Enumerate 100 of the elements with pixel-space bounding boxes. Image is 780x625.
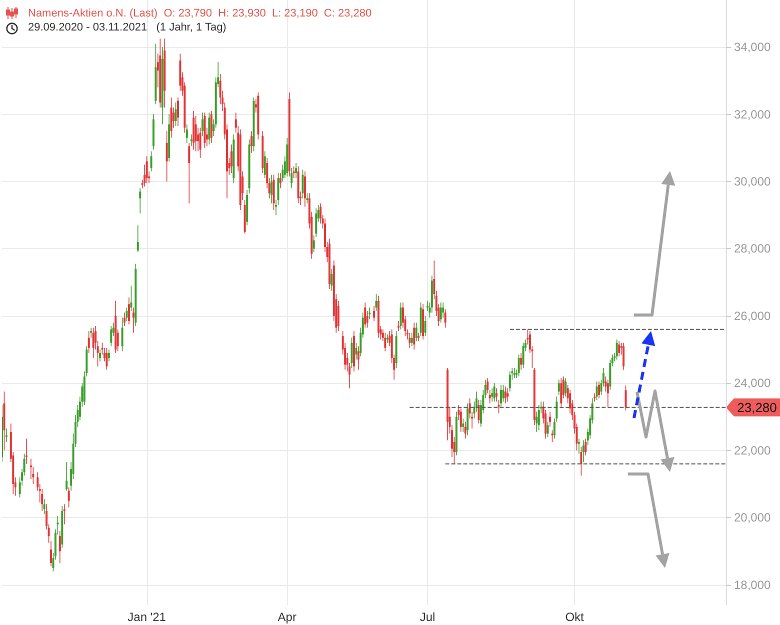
candlestick <box>170 97 172 138</box>
y-tick-label: 34,000 <box>734 40 772 54</box>
candlestick <box>364 302 366 328</box>
candlestick <box>174 102 177 126</box>
candlestick <box>464 421 466 440</box>
candlestick <box>186 124 188 144</box>
candlestick <box>210 110 212 144</box>
candlestick <box>66 462 68 492</box>
x-tick-label: Apr <box>278 610 296 624</box>
candlestick <box>128 297 130 325</box>
candlestick <box>582 440 584 463</box>
candlestick <box>442 302 444 318</box>
candlestick <box>250 130 252 154</box>
candlestick <box>176 97 179 126</box>
candlestick <box>375 294 378 312</box>
candlestick <box>413 322 416 350</box>
candlestick <box>444 308 446 328</box>
candlestick <box>440 302 442 324</box>
candlestick <box>410 332 413 347</box>
candlestick <box>264 150 266 179</box>
y-tick-label: 20,000 <box>734 510 772 525</box>
candlestick <box>132 307 134 334</box>
candlestick <box>504 386 506 404</box>
candlestick <box>5 428 8 442</box>
candlestick <box>598 381 600 399</box>
candlestick <box>63 504 66 525</box>
candlestick <box>110 326 112 347</box>
x-tick-label: Jul <box>420 610 436 624</box>
candlestick <box>92 327 94 358</box>
candlestick <box>622 342 625 370</box>
candlestick <box>460 408 462 432</box>
candlestick <box>350 337 353 368</box>
y-tick-label: 24,000 <box>734 376 772 390</box>
candlestick <box>549 411 552 428</box>
candlestick <box>106 347 108 370</box>
candlestick <box>373 305 376 322</box>
candlestick <box>68 486 70 508</box>
candlestick <box>616 339 618 360</box>
text: 29.09.2020 - 03.11.2021 (1 Jahr, 1 Tag) <box>28 22 226 34</box>
candlestick <box>146 156 148 184</box>
candlestick <box>560 378 562 408</box>
candlestick <box>538 404 540 431</box>
candlestick <box>304 171 306 208</box>
candlestick <box>618 340 620 357</box>
y-tick-label: 26,000 <box>734 308 772 323</box>
candlestick <box>172 107 175 128</box>
candlestick <box>502 384 504 402</box>
candlestick <box>384 332 386 352</box>
candlestick <box>596 381 598 400</box>
x-tick-label: Okt <box>565 610 585 624</box>
candlestick <box>624 385 627 411</box>
candlestick <box>99 349 102 362</box>
text: Namens-Aktien o.N. (Last) O: 23,790 H: 23,930 L: 23,190 C: 23,280 <box>28 8 372 20</box>
candlestick <box>520 352 522 370</box>
candlestick <box>150 150 152 172</box>
candlestick <box>88 330 90 354</box>
candlestick <box>126 307 128 322</box>
candlestick <box>357 346 360 370</box>
candlestick <box>139 188 142 214</box>
candlestick <box>121 317 124 352</box>
candlestick <box>558 379 560 396</box>
candlestick <box>43 498 46 515</box>
candlestick <box>230 144 232 174</box>
candlestick <box>201 112 204 137</box>
candlestick <box>493 382 496 402</box>
y-tick-label: 22,000 <box>734 443 772 458</box>
candlestick <box>386 334 388 344</box>
candlestick <box>564 378 567 398</box>
candlestick <box>398 320 400 332</box>
candlestick <box>606 379 609 408</box>
y-tick-label: 18,000 <box>734 578 772 592</box>
candlestick <box>290 168 293 189</box>
candlestick <box>546 421 549 438</box>
candlestick <box>166 130 168 182</box>
candlestick <box>270 174 273 204</box>
candlestick <box>478 400 480 424</box>
candlestick <box>26 438 28 464</box>
y-tick-label: 28,000 <box>734 242 772 256</box>
candlestick <box>424 316 426 337</box>
candlestick <box>330 268 333 292</box>
candlestick <box>522 342 524 368</box>
candlestick <box>130 285 132 312</box>
candlestick <box>208 112 210 145</box>
candlestick <box>108 349 110 362</box>
y-tick-label: 30,000 <box>734 174 772 188</box>
candlestick <box>190 134 192 147</box>
candlestick <box>199 127 202 158</box>
candlestick <box>408 332 411 348</box>
candlestick <box>58 530 61 564</box>
candlestick <box>513 368 516 379</box>
candlestick <box>584 438 587 456</box>
candlestick <box>355 342 358 360</box>
candlestick <box>462 418 464 432</box>
candlestick <box>578 438 580 454</box>
text: 23,280 <box>737 400 777 415</box>
y-tick-label: 32,000 <box>734 107 772 122</box>
candlestick <box>368 307 371 320</box>
candlestick <box>466 402 469 436</box>
candlestick <box>136 224 139 252</box>
candlestick <box>272 174 275 210</box>
